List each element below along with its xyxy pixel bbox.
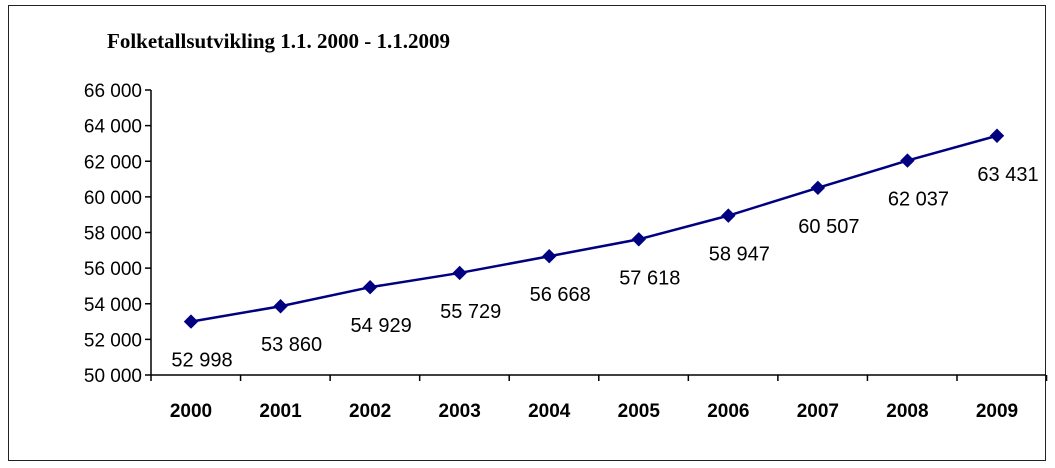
- data-label: 63 431: [977, 164, 1038, 186]
- x-tick-label: 2009: [976, 401, 1018, 422]
- plot-area: 50 000 52 000 54 000 56 000 58 000 60 000 62 0…: [84, 81, 1048, 422]
- data-label: 58 947: [709, 244, 770, 266]
- y-tick-label: 56 000: [84, 259, 142, 280]
- x-tick-label: 2002: [349, 401, 391, 422]
- x-tick-label: 2006: [707, 401, 749, 422]
- data-point-marker: [362, 279, 378, 295]
- x-tick-label: 2003: [439, 401, 481, 422]
- data-label: 60 507: [798, 216, 859, 238]
- y-tick-label: 64 000: [84, 117, 142, 138]
- y-tick-label: 62 000: [84, 152, 142, 173]
- x-tick-label: 2005: [618, 401, 661, 422]
- x-tick-label: 2008: [886, 401, 928, 422]
- data-point-marker: [183, 314, 199, 329]
- data-label: 54 929: [351, 315, 412, 337]
- y-tick-label: 52 000: [84, 330, 142, 351]
- y-tick-label: 54 000: [84, 295, 142, 316]
- data-point-marker: [721, 208, 736, 223]
- data-label: 57 618: [619, 267, 680, 289]
- data-point-marker: [900, 153, 915, 168]
- data-label: 55 729: [440, 301, 501, 323]
- data-label: 62 037: [888, 189, 949, 211]
- chart-title: Folketallsutvikling 1.1. 2000 - 1.1.2009: [107, 29, 450, 53]
- data-point-marker: [452, 265, 467, 281]
- data-point-marker: [810, 180, 826, 196]
- y-tick-label: 58 000: [84, 224, 142, 245]
- data-label: 53 860: [261, 334, 322, 356]
- series-line: [190, 134, 998, 323]
- x-tick-label: 2001: [259, 401, 302, 422]
- data-label: 52 998: [171, 350, 232, 372]
- y-tick-label: 50 000: [84, 366, 142, 387]
- data-point-marker: [542, 249, 557, 264]
- x-tick-label: 2000: [170, 401, 212, 422]
- data-point-marker: [631, 232, 646, 247]
- y-tick-label: 66 000: [84, 81, 142, 102]
- data-label: 56 668: [530, 284, 591, 306]
- x-tick-label: 2004: [528, 401, 571, 422]
- x-tick-label: 2007: [797, 401, 839, 422]
- y-tick-label: 60 000: [84, 188, 142, 209]
- data-point-marker: [989, 128, 1005, 143]
- data-point-marker: [273, 299, 288, 314]
- chart-frame: [8, 5, 1046, 461]
